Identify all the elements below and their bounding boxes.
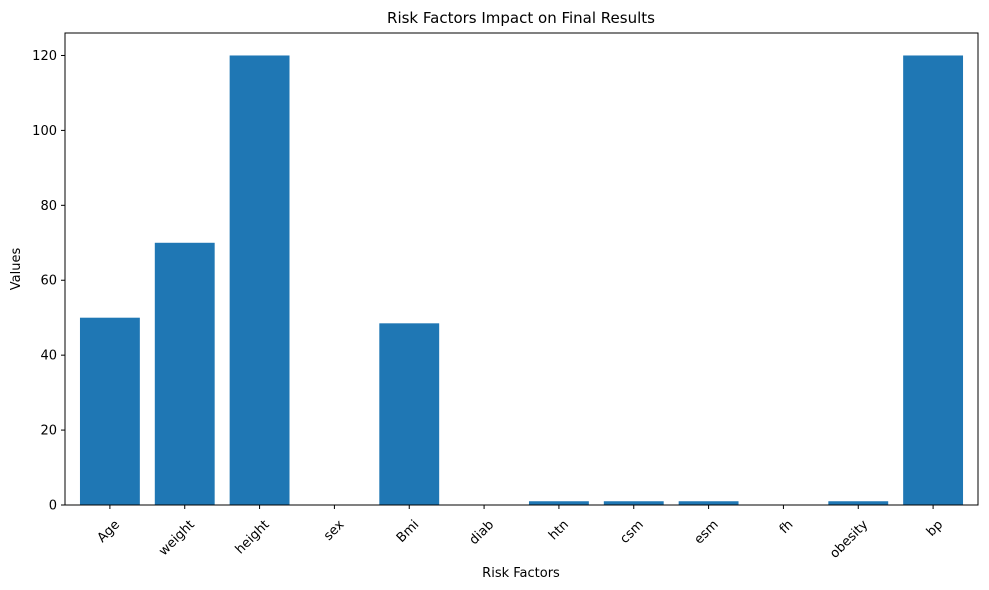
x-tick-label: esm [692,517,722,547]
bar-csm [603,501,664,505]
y-tick-label: 40 [40,349,57,364]
x-tick-label: fh [777,517,797,537]
x-tick-label: Bmi [394,517,422,545]
x-axis-label: Risk Factors [482,566,560,581]
y-tick-label: 60 [40,274,57,289]
bar-age [79,317,140,505]
bar-weight [154,242,215,505]
x-tick-label: diab [467,517,497,547]
bar-height [229,55,290,505]
x-tick-label: obesity [827,517,871,561]
bar-htn [528,501,589,505]
y-tick-label: 100 [32,124,57,139]
x-tick-label: height [233,517,273,557]
y-tick-label: 20 [40,424,57,439]
x-axis: Age weight height sex Bmi diab htn csm esm fh obes… [95,505,946,562]
y-axis-label: Values [9,248,24,291]
y-tick-label: 80 [40,199,57,214]
bar-esm [678,501,739,505]
bar-obesity [828,501,889,505]
x-tick-label: csm [617,517,646,546]
y-tick-label: 120 [32,49,57,64]
bar-bmi [379,323,440,505]
x-tick-label: Age [95,517,123,545]
chart-title: Risk Factors Impact on Final Results [387,9,655,27]
x-tick-label: weight [156,517,198,559]
bars-group [79,55,964,505]
y-tick-label: 0 [49,499,57,514]
plot-frame [64,32,979,506]
bar-bp [903,55,964,505]
x-tick-label: sex [321,517,348,544]
x-tick-label: bp [924,517,946,539]
x-tick-label: htn [546,517,572,543]
y-axis: 0 20 40 60 80 100 120 [32,49,65,514]
